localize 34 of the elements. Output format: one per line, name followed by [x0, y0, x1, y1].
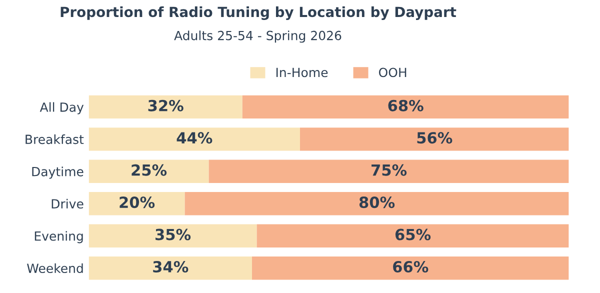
data-label: 32% [148, 100, 184, 112]
data-label: 68% [388, 100, 424, 112]
bar [256, 224, 569, 248]
data-label: 35% [156, 228, 191, 240]
chart-title: Proportion of Radio Tuning by Location by Daypart [60, 6, 456, 20]
y-tick-label: Drive [52, 198, 84, 209]
chart-subtitle: Adults 25-54 - Spring 2026 [174, 30, 342, 43]
bar [300, 128, 569, 151]
data-label: 80% [359, 196, 395, 208]
data-label: 66% [393, 260, 428, 273]
bar [184, 192, 569, 216]
bar [88, 256, 252, 280]
bar [88, 95, 242, 119]
legend-label: OOH [378, 68, 406, 78]
bar [88, 160, 209, 184]
y-tick-label: Weekend [27, 263, 83, 274]
bar [252, 256, 569, 280]
bar [208, 160, 569, 184]
y-tick-label: Evening [34, 231, 83, 244]
data-label: 34% [153, 260, 188, 273]
y-tick-label: Breakfast [26, 134, 84, 144]
data-label: 75% [372, 164, 407, 176]
bar [88, 192, 185, 216]
bar [88, 128, 300, 151]
y-tick-label: All Day [40, 102, 84, 114]
bar [242, 95, 569, 119]
y-tick-label: Daytime [32, 166, 84, 179]
data-label: 25% [132, 164, 167, 176]
data-label: 44% [176, 132, 212, 144]
data-label: 56% [417, 132, 452, 144]
data-label: 65% [395, 228, 431, 240]
legend-label: In-Home [276, 68, 328, 78]
data-label: 20% [120, 196, 155, 208]
bar [88, 224, 257, 248]
